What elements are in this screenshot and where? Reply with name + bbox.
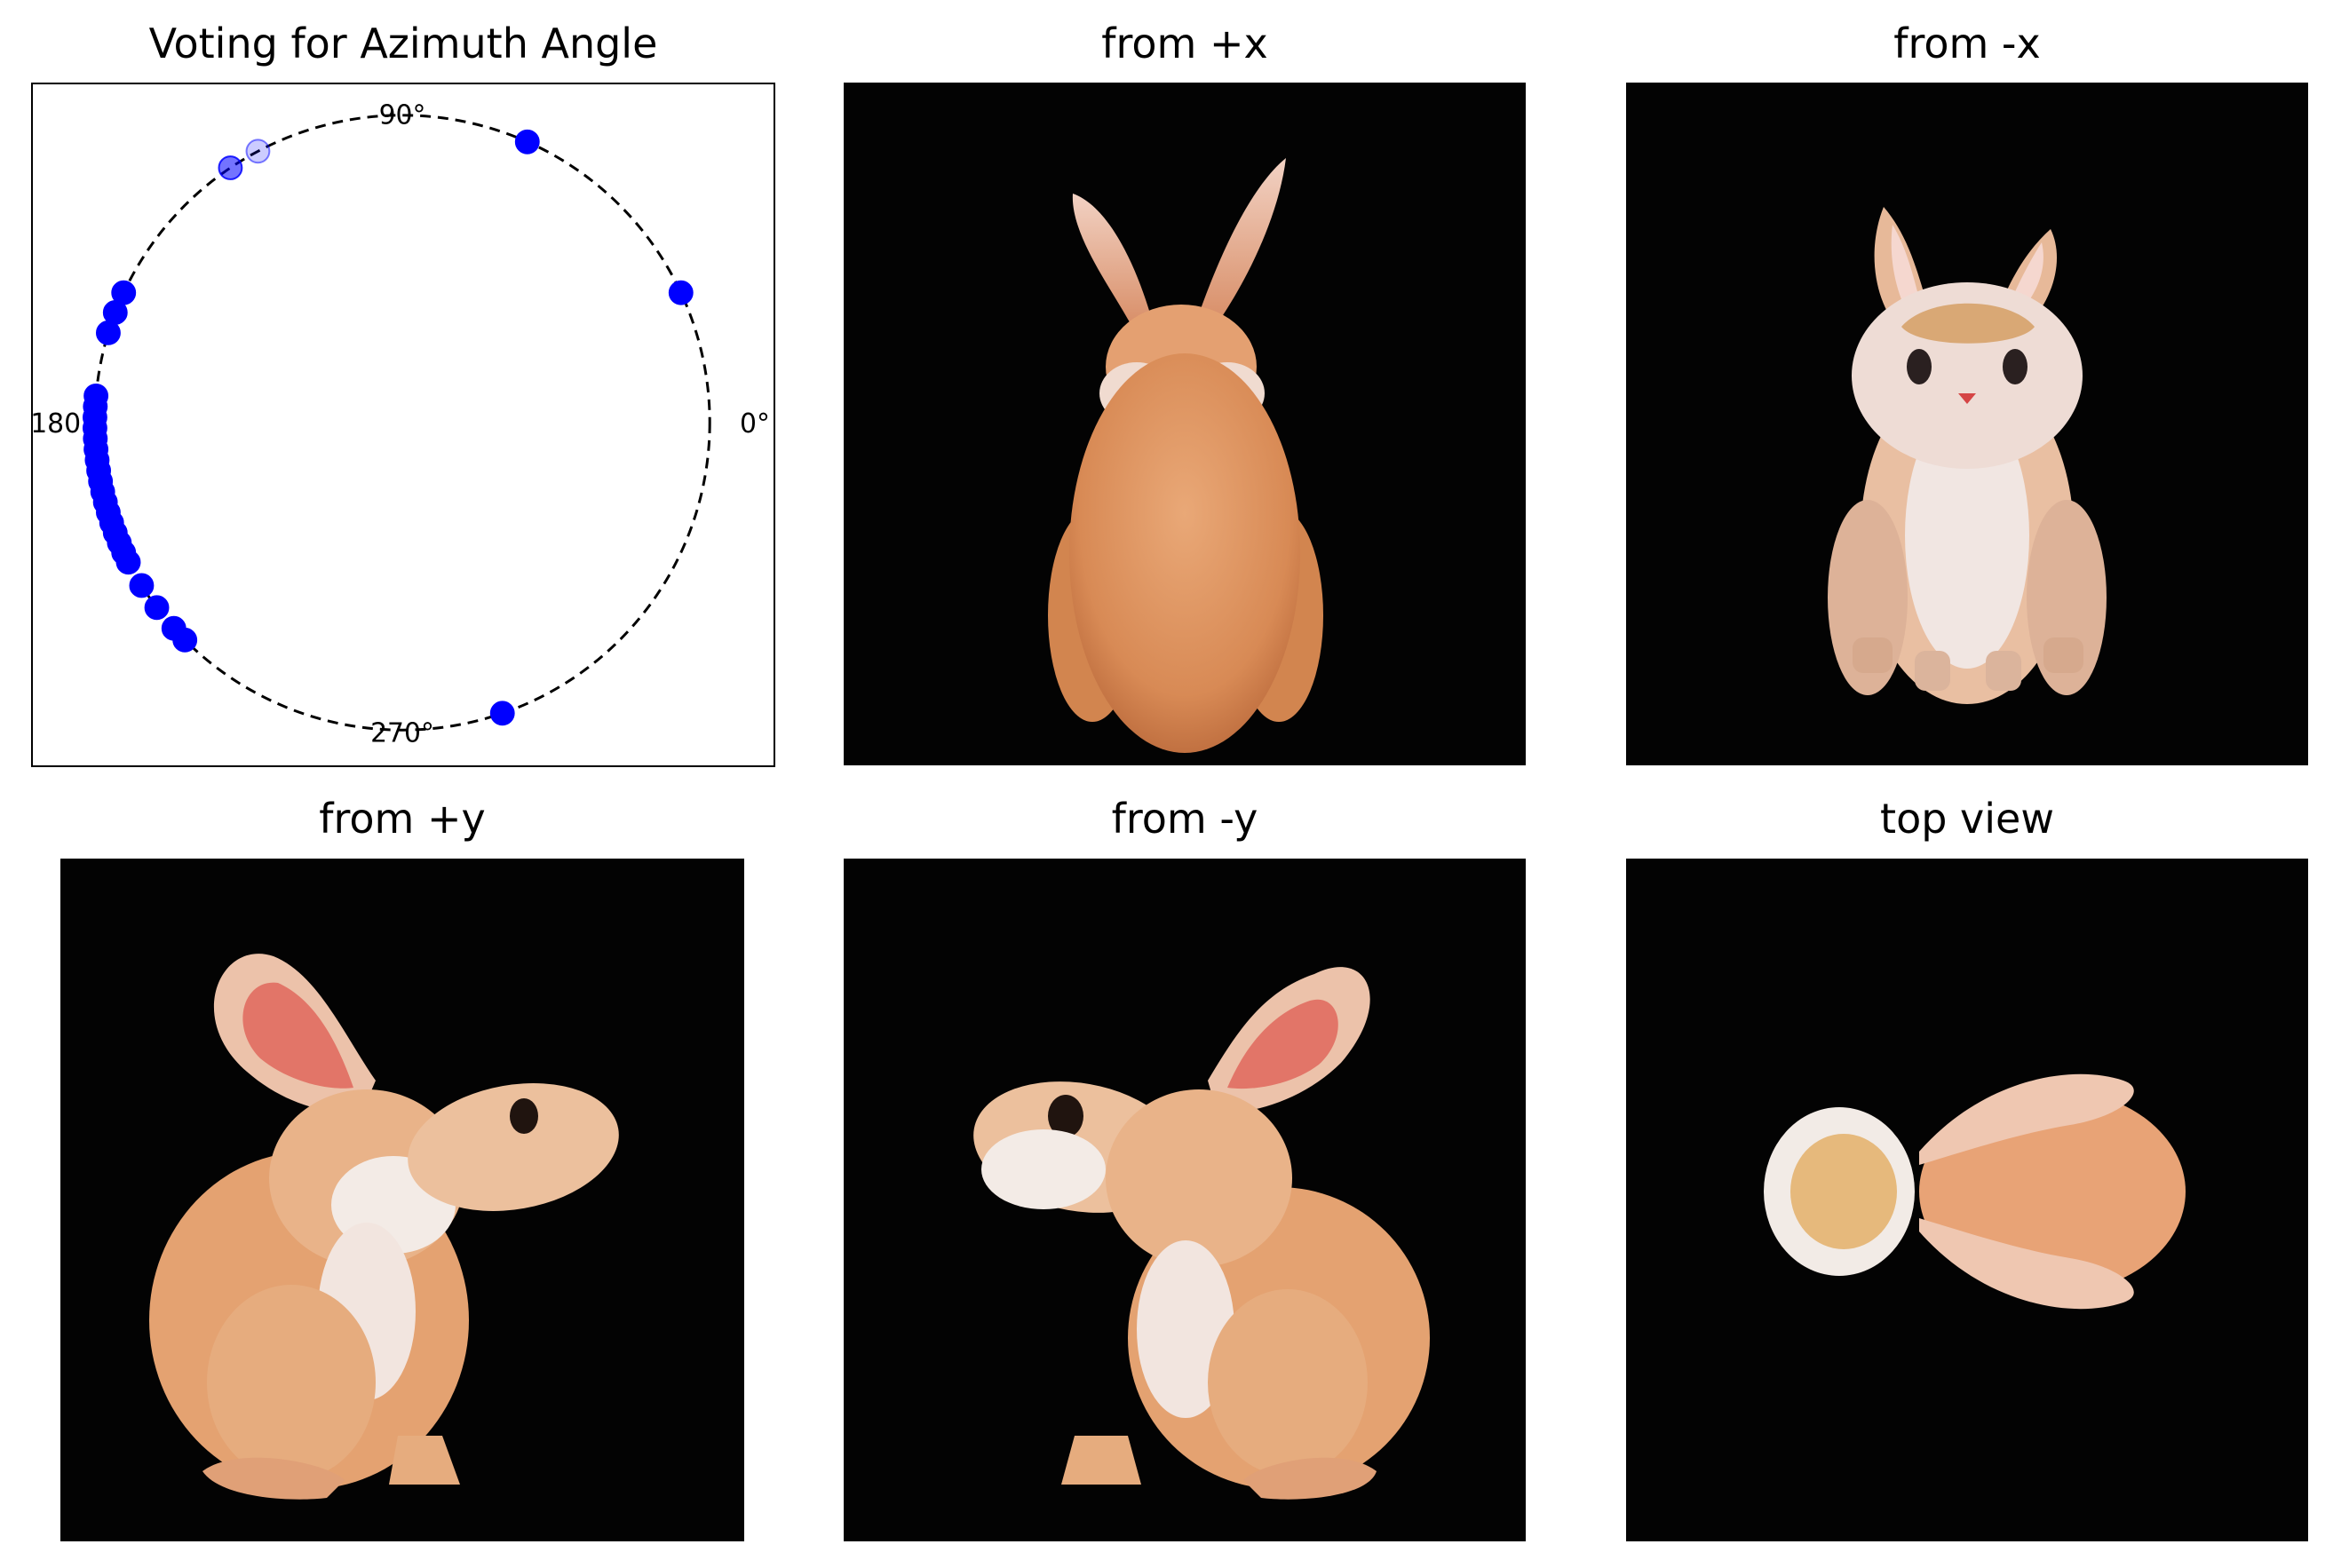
vote-point bbox=[96, 320, 121, 345]
azimuth-reference-circle bbox=[93, 114, 711, 732]
azimuth-chart-title: Voting for Azimuth Angle bbox=[148, 20, 658, 67]
rabbit-top-icon bbox=[1764, 1073, 2186, 1310]
view-image-from-pos-x bbox=[844, 83, 1526, 765]
vote-point bbox=[245, 139, 271, 164]
rabbit-front-icon bbox=[1828, 207, 2107, 704]
vote-point bbox=[115, 550, 141, 575]
view-image-from-neg-y bbox=[844, 859, 1526, 1541]
vote-point bbox=[668, 280, 694, 305]
vote-point bbox=[218, 155, 243, 180]
from-pos-x-title: from +x bbox=[1101, 20, 1268, 67]
azimuth-chart: 0° 90° 180° 270° bbox=[31, 83, 775, 767]
view-image-top-view bbox=[1626, 859, 2308, 1541]
vote-point bbox=[514, 129, 540, 154]
vote-point bbox=[129, 573, 155, 598]
azimuth-polar-plot: 0° 90° 180° 270° bbox=[33, 99, 770, 749]
view-image-from-pos-y bbox=[60, 859, 744, 1541]
view-image-from-neg-x bbox=[1626, 83, 2308, 765]
rabbit-back-icon bbox=[1048, 158, 1323, 753]
angle-tick-label: 90° bbox=[379, 99, 426, 131]
from-neg-y-title: from -y bbox=[1111, 795, 1258, 843]
angle-tick-label: 270° bbox=[370, 718, 434, 749]
rabbit-side-left-icon bbox=[973, 967, 1430, 1500]
from-pos-y-title: from +y bbox=[319, 795, 486, 843]
vote-point bbox=[144, 595, 170, 621]
vote-point bbox=[489, 701, 515, 726]
rabbit-side-right-icon bbox=[149, 954, 619, 1500]
azimuth-vote-points bbox=[82, 129, 694, 726]
angle-tick-label: 0° bbox=[740, 408, 770, 440]
vote-point bbox=[172, 627, 198, 653]
top-view-title: top view bbox=[1880, 795, 2054, 843]
from-neg-x-title: from -x bbox=[1893, 20, 2041, 67]
